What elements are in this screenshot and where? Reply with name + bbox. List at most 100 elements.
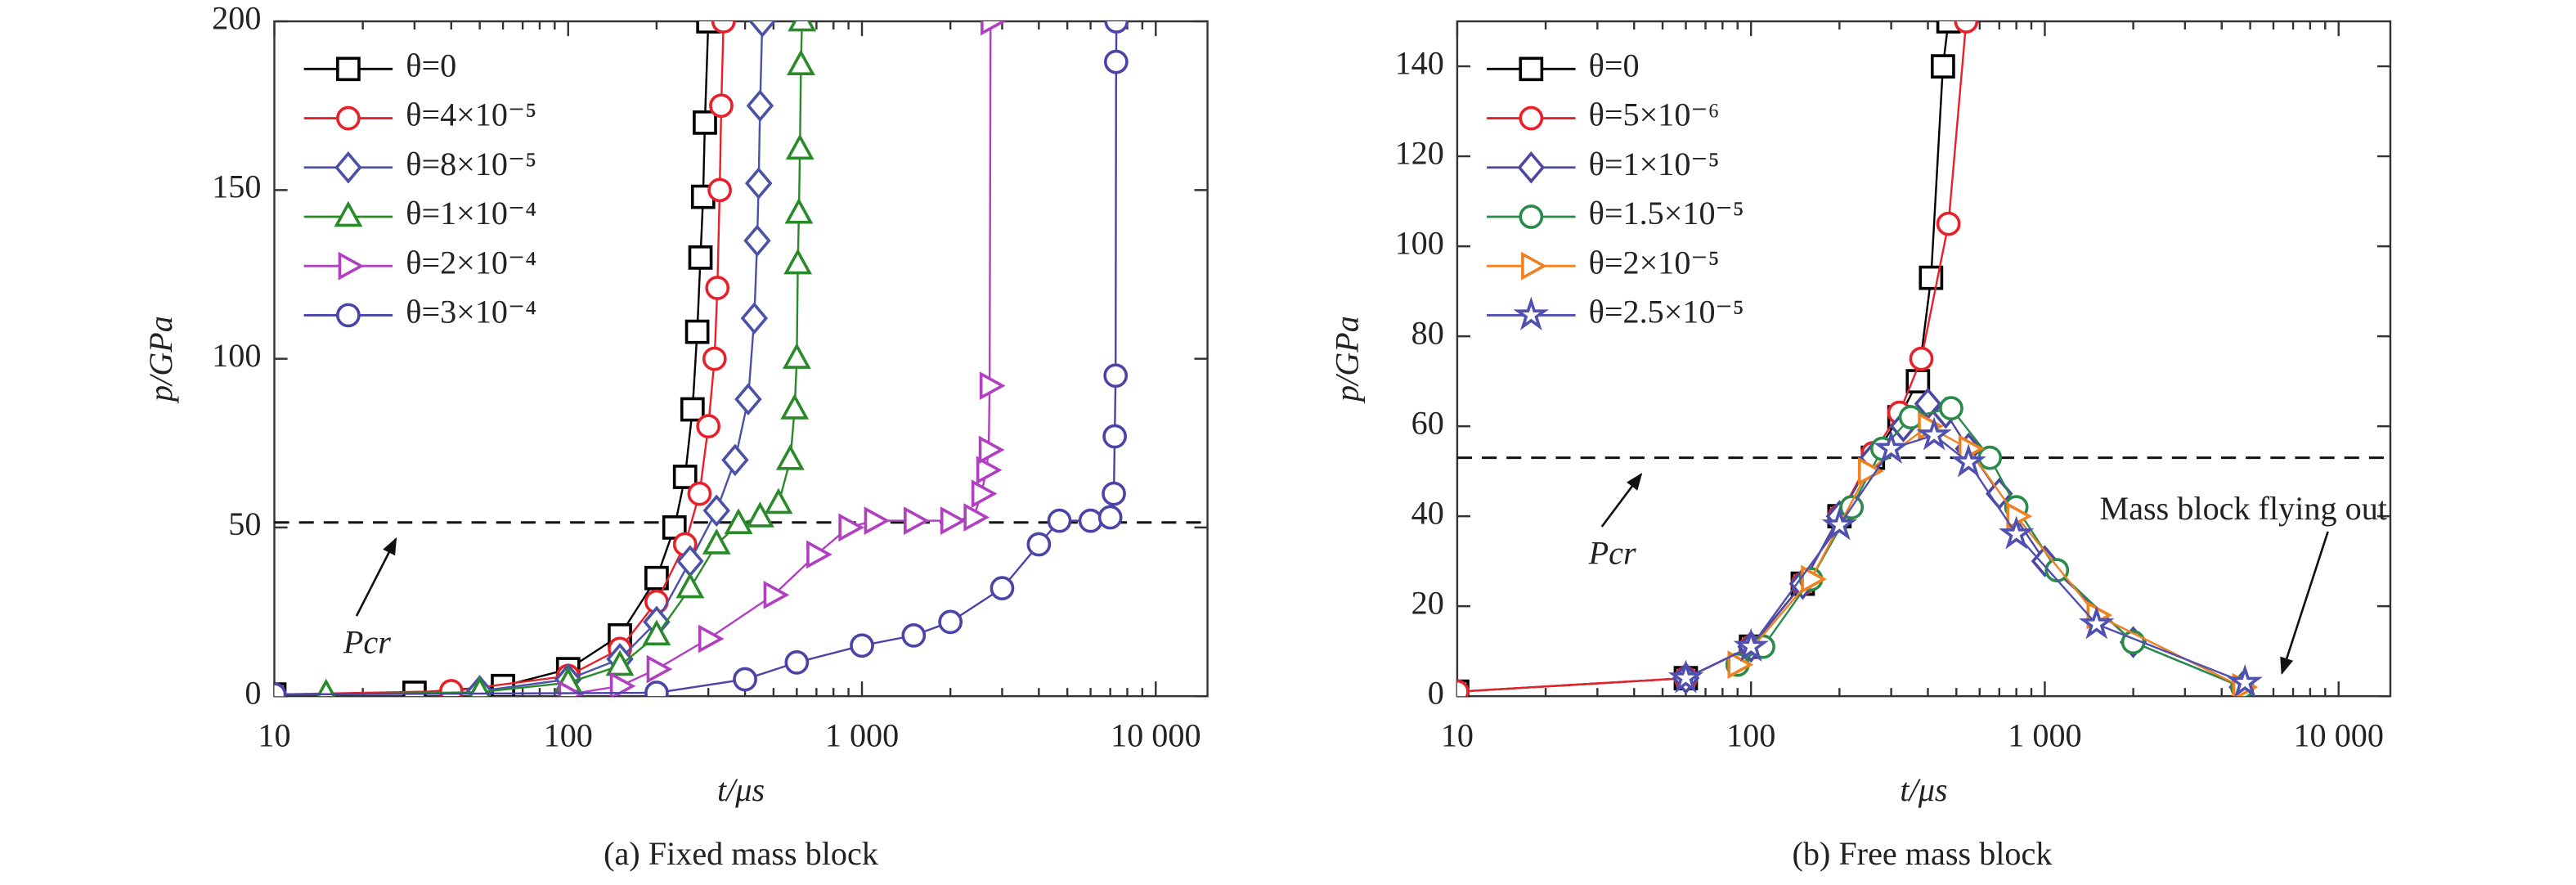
legend-marker	[336, 303, 361, 328]
marker	[782, 343, 811, 369]
marker	[2006, 501, 2033, 531]
legend-label: θ=4×10⁻⁵	[406, 97, 536, 133]
marker	[864, 506, 891, 536]
marker	[1047, 508, 1072, 533]
marker	[743, 224, 771, 257]
legend-marker	[1519, 204, 1544, 229]
y-tick-label: 150	[212, 168, 261, 205]
marker	[938, 609, 963, 635]
y-tick-label: 60	[1411, 404, 1444, 441]
legend-label: θ=2×10⁻⁵	[1589, 244, 1720, 281]
legend-label: θ=1×10⁻⁴	[406, 195, 536, 231]
marker	[763, 580, 790, 609]
y-tick-label: 0	[1428, 674, 1444, 711]
marker	[1103, 363, 1129, 389]
marker	[1097, 505, 1123, 530]
marker	[687, 481, 712, 506]
legend-marker	[336, 106, 361, 131]
marker	[274, 682, 287, 697]
y-axis-label: p/GPa	[142, 316, 179, 404]
x-tick-label: 10 000	[2293, 717, 2383, 754]
y-tick-label: 100	[212, 337, 261, 374]
legend-label: θ=2.5×10⁻⁵	[1589, 294, 1744, 330]
marker	[744, 167, 773, 200]
marker	[1102, 481, 1126, 506]
series-line	[1736, 425, 2243, 689]
legend-label: θ=1.5×10⁻⁵	[1589, 195, 1744, 231]
marker	[740, 302, 769, 335]
marker	[1939, 396, 1963, 420]
y-tick-label: 50	[228, 505, 261, 542]
x-tick-label: 10	[258, 717, 290, 754]
marker	[1104, 21, 1129, 34]
series-layer	[1456, 21, 2263, 697]
y-tick-label: 80	[1411, 314, 1444, 351]
marker	[788, 21, 817, 32]
annotation: Pcr	[343, 623, 391, 660]
annotation-arrow	[2280, 531, 2329, 676]
marker	[940, 506, 967, 536]
series-layer	[274, 21, 1129, 697]
marker	[1026, 532, 1052, 557]
series-line	[325, 21, 803, 696]
x-tick-label: 10 000	[1111, 717, 1200, 754]
legend-label: θ=0	[406, 47, 456, 84]
marker	[1821, 506, 1858, 541]
x-tick-label: 1 000	[2008, 717, 2081, 754]
marker	[1954, 21, 1979, 34]
series-line	[568, 21, 992, 696]
marker	[1078, 508, 1103, 533]
legend-label: θ=8×10⁻⁵	[406, 146, 536, 182]
y-tick-label: 20	[1411, 584, 1444, 621]
x-tick-label: 100	[1726, 717, 1775, 754]
annotation: Mass block flying out	[2099, 490, 2386, 527]
marker	[784, 197, 814, 224]
marker	[684, 319, 710, 344]
marker	[850, 633, 874, 658]
legend-marker	[1521, 251, 1547, 281]
annotation-arrow	[355, 537, 397, 617]
marker	[1456, 679, 1470, 697]
marker	[646, 654, 673, 684]
marker	[981, 21, 1007, 36]
legend-marker	[338, 251, 365, 281]
marker	[1857, 456, 1884, 486]
marker	[979, 371, 1006, 401]
x-axis-label: t/μs	[1900, 771, 1947, 808]
annotation: Pcr	[1588, 534, 1636, 571]
legend-label: θ=2×10⁻⁴	[406, 244, 536, 281]
marker	[698, 624, 725, 654]
marker	[702, 528, 731, 555]
marker	[901, 623, 927, 648]
marker	[642, 619, 671, 646]
y-tick-label: 200	[212, 0, 261, 36]
marker	[680, 397, 705, 422]
legend-label: θ=0	[1589, 47, 1640, 84]
marker	[1916, 416, 1952, 451]
marker	[696, 414, 721, 438]
marker	[1905, 369, 1931, 393]
y-tick-label: 100	[1395, 224, 1444, 261]
marker	[784, 650, 810, 675]
plot-frame	[273, 20, 1209, 698]
marker	[904, 506, 930, 536]
y-tick-label: 0	[245, 674, 261, 711]
marker	[693, 110, 717, 135]
legend-label: θ=3×10⁻⁴	[406, 294, 536, 330]
marker	[2227, 663, 2263, 697]
marker	[976, 456, 1003, 485]
marker	[1102, 424, 1127, 449]
marker	[1873, 429, 1910, 465]
legend-label: θ=1×10⁻⁵	[1589, 146, 1720, 182]
marker	[688, 245, 713, 270]
x-tick-label: 100	[544, 717, 593, 754]
marker	[2079, 605, 2115, 640]
marker	[783, 248, 813, 275]
marker	[1936, 211, 1961, 236]
marker	[605, 649, 635, 676]
legend-marker	[336, 56, 361, 82]
legend-marker	[1519, 56, 1544, 82]
plot: 0 50 100 150 200 10 100 1 000 10 000 θ=0 θ=4×10⁻⁵ θ…	[142, 0, 1209, 872]
marker	[644, 681, 669, 697]
